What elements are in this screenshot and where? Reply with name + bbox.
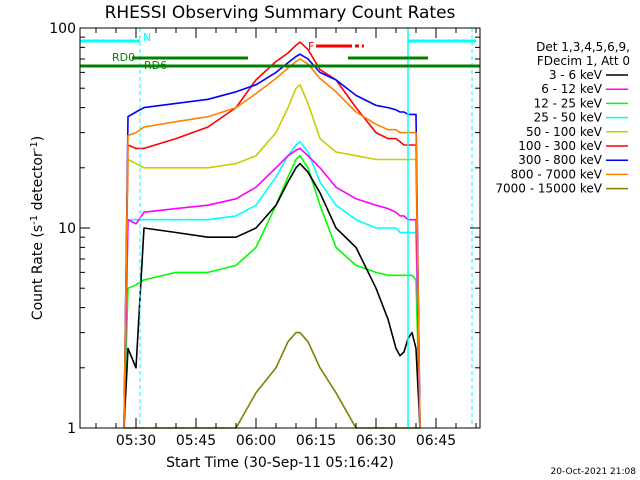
series-line: [123, 53, 421, 429]
legend-label: 6 - 12 keV: [541, 82, 603, 96]
x-axis-label: Start Time (30-Sep-11 05:16:42): [166, 455, 394, 471]
series-line: [123, 147, 421, 429]
legend-header-line-2: FDecim 1, Att 0: [537, 54, 630, 68]
series-line: [123, 84, 421, 429]
series-line: [123, 140, 421, 429]
legend-label: 7000 - 15000 keV: [495, 182, 602, 196]
legend-label: 800 - 7000 keV: [511, 167, 603, 181]
y-axis-ticks: 1 10 100: [49, 21, 480, 437]
night-annotation: N: [143, 31, 151, 44]
legend-label: 300 - 800 keV: [518, 153, 602, 167]
x-tick-label: 06:00: [236, 433, 276, 449]
plot-layer: [123, 41, 421, 429]
x-tick-label: 05:30: [116, 433, 156, 449]
y-tick-label: 1: [67, 421, 76, 437]
x-tick-label: 05:45: [176, 433, 216, 449]
legend-label: 100 - 300 keV: [518, 139, 602, 153]
legend-label: 3 - 6 keV: [549, 68, 603, 82]
y-tick-label: 100: [49, 21, 76, 37]
legend-label: 50 - 100 keV: [526, 125, 603, 139]
annotation-layer: N RD0 RD6 F: [80, 28, 480, 428]
y-tick-label: 10: [58, 221, 76, 237]
decimation-annotation: RD0: [112, 51, 135, 64]
series-line: [123, 154, 421, 429]
series-line: [123, 162, 421, 429]
decimation-annotation: RD6: [144, 59, 167, 72]
y-axis-label: Count Rate (s-1 detector-1): [29, 136, 46, 320]
chart-title: RHESSI Observing Summary Count Rates: [105, 3, 456, 23]
flare-annotation: F: [308, 40, 314, 53]
legend-label: 12 - 25 keV: [534, 96, 603, 110]
x-tick-label: 06:30: [356, 433, 396, 449]
series-line: [123, 58, 421, 429]
legend: Det 1,3,4,5,6,9, FDecim 1, Att 0 3 - 6 k…: [495, 40, 630, 196]
footer-timestamp: 20-Oct-2021 21:08: [551, 467, 637, 477]
legend-label: 25 - 50 keV: [534, 111, 603, 125]
x-axis-ticks: 05:30 05:45 06:00 06:15 06:30 06:45: [95, 28, 477, 449]
x-tick-label: 06:15: [296, 433, 336, 449]
series-line: [123, 41, 421, 429]
x-tick-label: 06:45: [416, 433, 456, 449]
legend-header-line-1: Det 1,3,4,5,6,9,: [536, 40, 630, 54]
